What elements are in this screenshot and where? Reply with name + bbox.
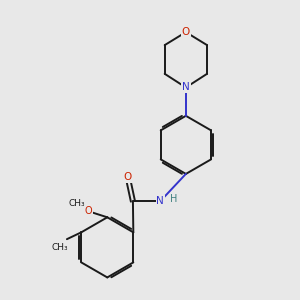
Text: CH₃: CH₃ — [52, 242, 68, 251]
Text: O: O — [124, 172, 132, 182]
Text: N: N — [182, 82, 190, 92]
Text: O: O — [85, 206, 92, 216]
Text: N: N — [156, 196, 164, 206]
Text: CH₃: CH₃ — [68, 199, 85, 208]
Text: O: O — [182, 27, 190, 37]
Text: H: H — [169, 194, 177, 203]
